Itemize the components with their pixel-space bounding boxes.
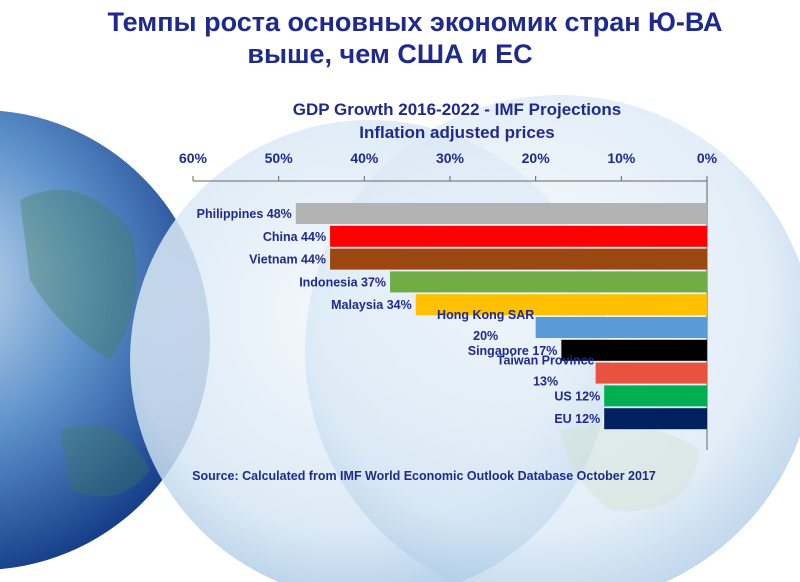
bar — [595, 362, 707, 384]
continent-shape — [60, 425, 150, 497]
bar — [604, 408, 707, 430]
bar-label: China 44% — [263, 230, 326, 244]
bar — [535, 317, 707, 338]
x-tick-label: 40% — [350, 150, 379, 166]
bar-label: Vietnam 44% — [249, 253, 326, 267]
continent-shape — [20, 190, 137, 360]
bar-label: US 12% — [554, 389, 600, 403]
source-note: Source: Calculated from IMF World Econom… — [192, 469, 656, 483]
slide-title-line1: Темпы роста основных экономик стран Ю-ВА — [107, 7, 723, 37]
chart-subtitle: Inflation adjusted prices — [359, 123, 555, 142]
chart-title: GDP Growth 2016-2022 - IMF Projections — [293, 100, 621, 119]
bars-group — [295, 203, 707, 430]
bar-label: Indonesia 37% — [299, 275, 386, 289]
bar-labels-group: Philippines 48% China 44% Vietnam 44% Indon… — [197, 207, 601, 426]
bar — [561, 339, 707, 361]
bar-label: Hong Kong SAR 20% — [437, 308, 534, 343]
x-tick-label: 50% — [265, 150, 294, 166]
bar-label: Singapore 17% — [468, 344, 558, 358]
x-tick-label: 10% — [607, 150, 636, 166]
continent-shape — [560, 423, 700, 512]
bar-label: EU 12% — [554, 412, 600, 426]
bar-label: Taiwan Province 13% — [497, 354, 595, 389]
slide-title-line2: выше, чем США и ЕС — [247, 39, 533, 69]
bar-label: Malaysia 34% — [331, 298, 412, 312]
bar — [330, 248, 707, 270]
bar — [295, 203, 707, 224]
x-axis-ticks: 60% 50% 40% 30% 20% 10% 0% — [179, 150, 718, 181]
bar — [415, 294, 707, 316]
x-tick-label: 0% — [697, 150, 718, 166]
x-tick-label: 30% — [436, 150, 465, 166]
bar-label: Philippines 48% — [197, 207, 292, 221]
bar — [330, 225, 707, 247]
x-tick-label: 20% — [522, 150, 551, 166]
x-tick-label: 60% — [179, 150, 208, 166]
bar — [604, 385, 707, 407]
bar — [390, 271, 707, 293]
